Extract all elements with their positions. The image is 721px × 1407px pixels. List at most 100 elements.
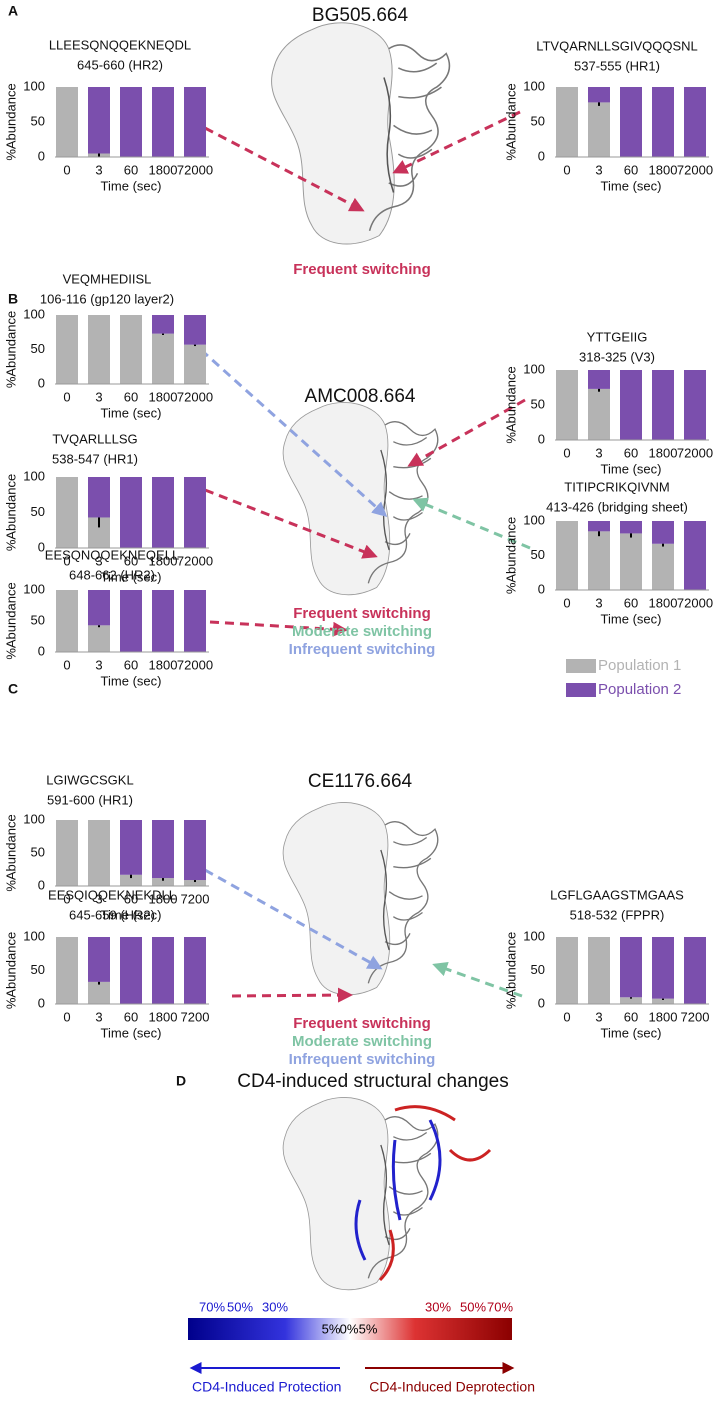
bar-segment [152,878,174,886]
bar-segment [88,315,110,384]
x-tick-label: 0 [63,891,70,906]
y-tick-label: 50 [31,113,45,128]
bar-segment [152,87,174,157]
y-tick-label: 100 [523,78,545,93]
bar-segment [152,937,174,1004]
y-tick-label: 0 [38,995,45,1010]
chart-title: TVQARLLLSG [52,431,137,446]
switching-label: Frequent switching [293,261,431,278]
arrow [188,338,388,518]
panel-label: B [8,291,18,307]
bar-segment [556,87,578,157]
y-axis-label: %Abundance [3,932,18,1009]
bar-segment [88,625,110,652]
bar-segment [120,87,142,157]
y-tick-label: 0 [538,581,545,596]
y-tick-label: 100 [523,928,545,943]
x-tick-label: 72000 [177,162,213,177]
colorbar-label: 50% [227,1299,253,1314]
arrow [204,488,378,559]
chart-title: LTVQARNLLSGIVQQQSNL [536,38,698,53]
bar-segment [120,937,142,1004]
bar-segment [620,521,642,534]
colorbar-caption: CD4-Induced Deprotection [369,1379,535,1395]
bar-segment [684,937,706,1004]
chart-subtitle: 645-659 (HR2) [69,907,155,922]
bar-segment [620,87,642,157]
y-tick-label: 50 [531,113,545,128]
chart-title: LGFLGAAGSTMGAAS [550,887,684,902]
panel-label: C [8,681,18,697]
x-axis-label: Time (sec) [101,907,162,922]
x-axis-label: Time (sec) [101,1025,162,1040]
x-tick-label: 3 [595,445,602,460]
bar-segment [184,477,206,548]
colorbar-label: 30% [262,1299,288,1314]
x-axis-label: Time (sec) [601,1025,662,1040]
bar-segment [88,981,110,1004]
y-tick-label: 50 [31,844,45,859]
x-tick-label: 60 [624,445,638,460]
bar-segment [588,531,610,590]
bar-segment [152,590,174,652]
bar-segment [620,997,642,1004]
x-tick-label: 1800 [649,445,678,460]
x-tick-label: 3 [595,595,602,610]
y-axis-label: %Abundance [3,83,18,160]
bar-segment [684,370,706,440]
y-axis-label: %Abundance [503,366,518,443]
bar-segment [184,880,206,886]
x-tick-label: 60 [124,553,138,568]
x-tick-label: 0 [63,657,70,672]
y-axis-label: %Abundance [3,474,18,551]
x-axis-label: Time (sec) [601,461,662,476]
structure-title: AMC008.664 [305,386,416,407]
bar-segment [184,344,206,384]
x-axis-label: Time (sec) [601,178,662,193]
bar-segment [684,87,706,157]
legend-label: Population 1 [598,657,681,674]
chart-subtitle: 648-662 (HR2) [69,567,155,582]
colorbar-label: 70% [199,1299,225,1314]
x-tick-label: 60 [124,389,138,404]
switching-label: Frequent switching [293,605,431,622]
chart-subtitle: 106-116 (gp120 layer2) [40,291,174,306]
bar-segment [56,820,78,886]
y-axis-label: %Abundance [3,582,18,659]
bar-segment [652,998,674,1004]
x-tick-label: 3 [95,657,102,672]
x-tick-label: 60 [624,595,638,610]
chart-title: LLEESQNQQEKNEQDL [49,37,191,52]
y-axis-label: %Abundance [503,932,518,1009]
x-tick-label: 3 [595,162,602,177]
y-tick-label: 50 [31,341,45,356]
y-tick-label: 0 [538,148,545,163]
bar-segment [588,370,610,389]
x-tick-label: 72000 [677,445,713,460]
y-tick-label: 100 [23,811,45,826]
switching-label: Moderate switching [292,1033,432,1050]
x-tick-label: 1800 [149,1009,178,1024]
bar-segment [588,87,610,103]
colorbar-label: 50% [460,1299,486,1314]
bar-segment [652,370,674,440]
arrow [407,398,526,467]
chart-title: LGIWGCSGKL [46,772,133,787]
structure-title: CD4-induced structural changes [237,1071,508,1092]
bar-segment [88,590,110,626]
y-tick-label: 100 [523,512,545,527]
x-tick-label: 1800 [149,162,178,177]
bar-segment [120,315,142,384]
x-tick-label: 60 [124,891,138,906]
colorbar-label: 70% [487,1299,513,1314]
x-tick-label: 7200 [181,891,210,906]
colorbar [188,1318,512,1340]
bar-segment [152,333,174,384]
protection-region [354,1119,442,1261]
bar-segment [152,820,174,879]
x-tick-label: 60 [124,162,138,177]
x-tick-label: 0 [563,445,570,460]
x-tick-label: 0 [563,162,570,177]
colorbar-label: 5% [359,1321,378,1336]
